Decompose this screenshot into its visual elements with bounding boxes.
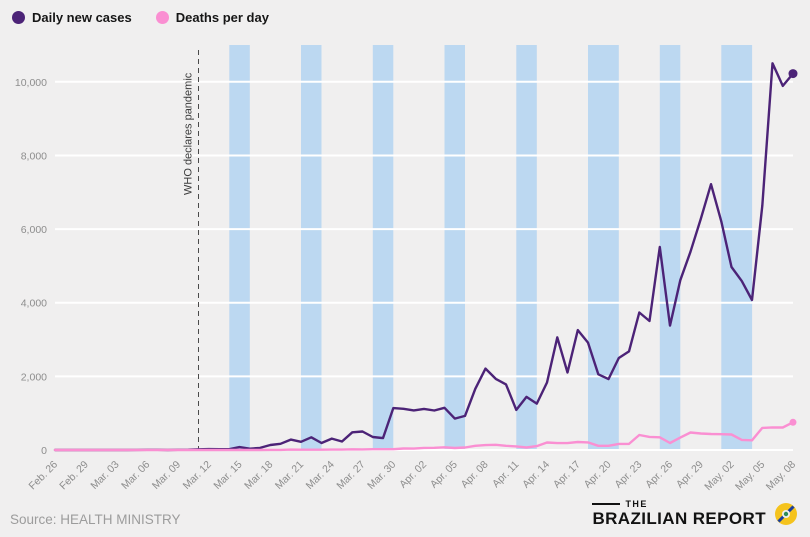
brazilian-report-logo-icon (775, 503, 797, 525)
x-tick-label: May. 02 (702, 459, 736, 493)
legend-label-daily-new-cases: Daily new cases (32, 10, 132, 25)
y-tick-label: 0 (41, 445, 47, 457)
daily-new-cases-end-marker (788, 69, 798, 79)
weekend-band (372, 45, 394, 450)
x-tick-label: Mar. 21 (273, 459, 306, 492)
x-tick-label: Feb. 26 (26, 459, 60, 493)
legend-item-deaths-per-day: Deaths per day (155, 10, 269, 25)
deaths-per-day-end-marker (789, 418, 797, 426)
deaths-per-day-dot-icon (155, 11, 169, 24)
x-tick-label: Apr. 23 (612, 459, 644, 491)
weekend-band (301, 45, 322, 450)
logo-the: THE (625, 499, 648, 509)
x-tick-label: May. 05 (733, 459, 767, 493)
x-tick-label: Feb. 29 (57, 459, 91, 493)
logo-name: BRAZILIAN REPORT (592, 509, 766, 528)
x-tick-label: Mar. 09 (150, 459, 183, 492)
x-tick-label: Apr. 05 (428, 459, 460, 491)
x-tick-label: Mar. 03 (88, 459, 121, 492)
weekend-band (444, 45, 465, 450)
x-tick-label: Mar. 15 (211, 459, 244, 492)
x-tick-label: May. 08 (764, 459, 798, 493)
y-tick-label: 8,000 (21, 151, 47, 163)
x-tick-label: Apr. 17 (551, 459, 583, 491)
deaths-per-day-line (53, 421, 795, 452)
x-tick-label: Mar. 06 (119, 459, 152, 492)
x-tick-label: Apr. 20 (582, 459, 614, 491)
y-tick-label: 10,000 (15, 77, 47, 89)
logo-text: THE BRAZILIAN REPORT (592, 499, 766, 529)
x-tick-label: Mar. 27 (334, 459, 367, 492)
x-tick-label: Apr. 29 (674, 459, 706, 491)
daily-new-cases-line (53, 62, 795, 452)
x-tick-label: Mar. 30 (365, 459, 398, 492)
x-tick-label: Apr. 26 (643, 459, 675, 491)
x-tick-label: Apr. 14 (520, 459, 552, 491)
legend-item-daily-new-cases: Daily new cases (12, 10, 132, 25)
y-tick-label: 6,000 (21, 224, 47, 236)
y-tick-label: 4,000 (21, 298, 47, 310)
logo-the-line: THE (592, 499, 648, 509)
weekend-band (659, 45, 681, 450)
source-note: Source: HEALTH MINISTRY (10, 512, 181, 527)
y-tick-label: 2,000 (21, 371, 47, 383)
brazilian-report-logo: THE BRAZILIAN REPORT (592, 499, 798, 529)
x-tick-label: Mar. 24 (304, 459, 337, 492)
weekend-band (229, 45, 250, 450)
x-tick-label: Apr. 11 (490, 459, 522, 491)
weekend-band (588, 45, 619, 450)
x-tick-label: Mar. 12 (181, 459, 214, 492)
x-tick-label: Apr. 02 (397, 459, 429, 491)
x-tick-label: Apr. 08 (459, 459, 491, 491)
legend-label-deaths-per-day: Deaths per day (175, 10, 269, 25)
legend: Daily new cases Deaths per day (12, 10, 269, 25)
daily-new-cases-dot-icon (12, 11, 25, 24)
weekend-band (516, 45, 537, 450)
logo-rule (592, 503, 621, 505)
who-pandemic-annotation-label: WHO declares pandemic (183, 72, 195, 195)
x-tick-label: Mar. 18 (242, 459, 275, 492)
